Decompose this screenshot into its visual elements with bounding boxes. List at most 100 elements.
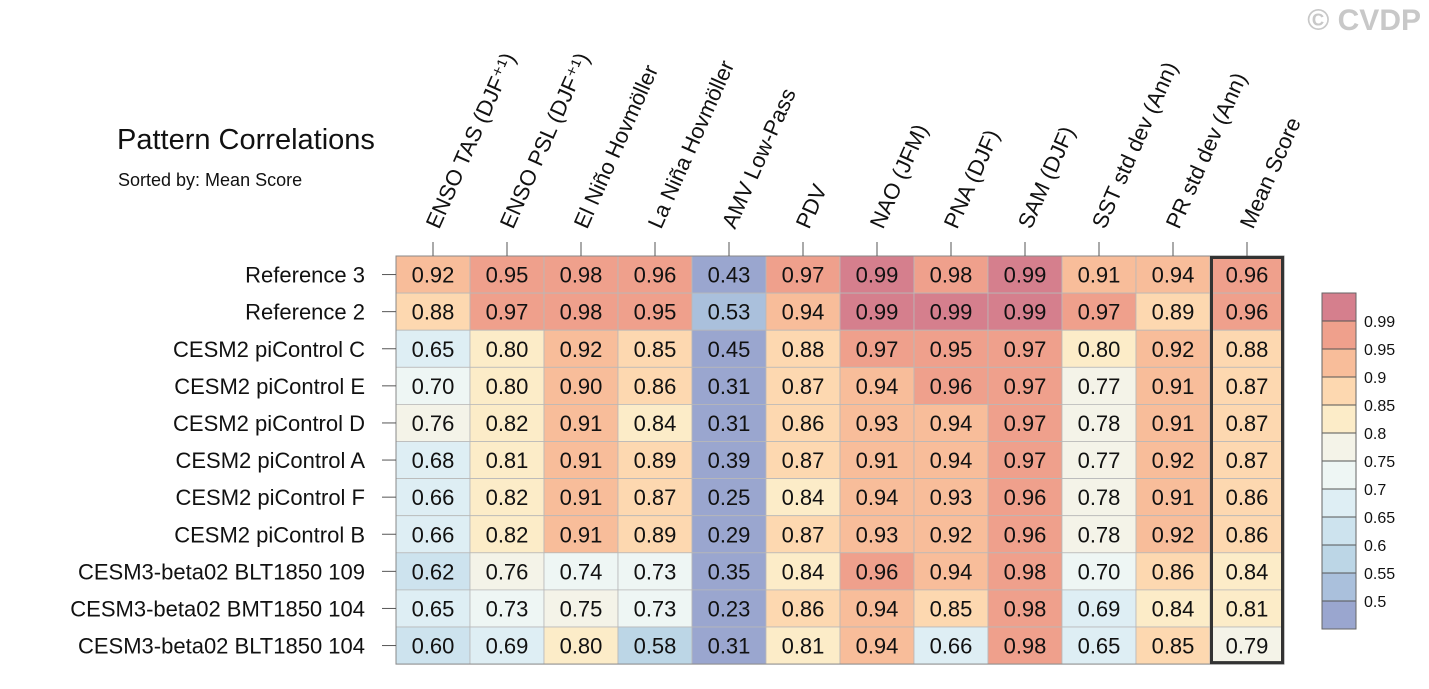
heatmap-cell [913, 255, 989, 294]
cell-value-label: 0.92 [560, 337, 603, 362]
column-label: SAM (DJF) [1013, 123, 1080, 233]
heatmap-cell [1135, 441, 1211, 479]
heatmap-cell [765, 292, 841, 331]
heatmap-cell [691, 589, 767, 628]
heatmap-cell [1061, 589, 1137, 628]
heatmap-cell [765, 366, 841, 405]
cell-value-label: 0.81 [486, 448, 529, 473]
colorbar-label: 0.55 [1364, 566, 1395, 583]
cell-value-label: 0.87 [1226, 448, 1269, 473]
cell-value-label: 0.60 [412, 634, 455, 659]
heatmap-cell [839, 441, 915, 479]
heatmap-cell [1135, 403, 1211, 442]
colorbar-border [1321, 292, 1357, 630]
cell-value-label: 0.99 [1004, 263, 1047, 288]
cell-value-label: 0.86 [1152, 559, 1195, 584]
cell-value-label: 0.76 [486, 559, 529, 584]
cell-value-label: 0.92 [1152, 337, 1195, 362]
cell-value-label: 0.62 [412, 559, 455, 584]
cell-value-label: 0.82 [486, 522, 529, 547]
cell-value-label: 0.91 [560, 485, 603, 510]
cell-value-label: 0.92 [412, 263, 455, 288]
cell-value-label: 0.94 [856, 485, 899, 510]
cell-value-label: 0.95 [930, 337, 973, 362]
heatmap-cell [1061, 478, 1137, 517]
heatmap-cell [913, 515, 989, 554]
cell-value-label: 0.84 [782, 559, 825, 584]
cell-value-label: 0.70 [1078, 559, 1121, 584]
heatmap-cell [469, 626, 545, 665]
cell-value-label: 0.85 [1152, 634, 1195, 659]
cell-value-label: 0.70 [412, 374, 455, 399]
cell-value-label: 0.97 [1004, 448, 1047, 473]
heatmap-cell [543, 626, 619, 665]
colorbar-label: 0.7 [1364, 482, 1386, 499]
cell-value-label: 0.87 [782, 374, 825, 399]
row-label: CESM2 piControl F [175, 485, 365, 510]
heatmap-cell [543, 329, 619, 368]
colorbar-label: 0.85 [1364, 398, 1395, 415]
cell-value-label: 0.87 [1226, 374, 1269, 399]
heatmap-cell [1209, 329, 1285, 368]
heatmap-cell [1135, 478, 1211, 517]
heatmap-cell [691, 292, 767, 331]
cell-value-label: 0.31 [708, 411, 751, 436]
cell-value-label: 0.88 [412, 300, 455, 325]
cell-value-label: 0.77 [1078, 448, 1121, 473]
cell-value-label: 0.93 [856, 411, 899, 436]
cell-value-label: 0.90 [560, 374, 603, 399]
cell-value-label: 0.94 [1152, 263, 1195, 288]
cell-value-label: 0.98 [560, 263, 603, 288]
heatmap-cell [839, 366, 915, 405]
heatmap-cell [543, 366, 619, 405]
cell-value-label: 0.98 [1004, 596, 1047, 621]
cell-value-label: 0.91 [856, 448, 899, 473]
cell-value-label: 0.84 [1152, 596, 1195, 621]
cell-value-label: 0.91 [560, 522, 603, 547]
colorbar-label: 0.99 [1364, 314, 1395, 331]
heatmap-cell [691, 366, 767, 405]
colorbar-segment [1322, 545, 1356, 573]
cell-value-label: 0.92 [1152, 448, 1195, 473]
heatmap-cell [1061, 366, 1137, 405]
heatmap-cell [691, 441, 767, 479]
column-label: Mean Score [1235, 113, 1306, 232]
heatmap-cell [395, 441, 471, 479]
cell-value-label: 0.96 [1004, 522, 1047, 547]
cell-value-label: 0.58 [634, 634, 677, 659]
row-label: CESM2 piControl D [173, 411, 365, 436]
cell-value-label: 0.86 [1226, 522, 1269, 547]
cell-value-label: 0.98 [1004, 634, 1047, 659]
heatmap-cell [1061, 515, 1137, 554]
heatmap-cell [987, 292, 1063, 331]
heatmap-cell [395, 403, 471, 442]
heatmap-cell [617, 441, 693, 479]
cell-value-label: 0.98 [560, 300, 603, 325]
cell-value-label: 0.88 [1226, 337, 1269, 362]
heatmap-cell [987, 626, 1063, 665]
cell-value-label: 0.79 [1226, 634, 1269, 659]
cell-value-label: 0.96 [856, 559, 899, 584]
heatmap-cell [1209, 403, 1285, 442]
heatmap-cell [395, 329, 471, 368]
chart-subtitle: Sorted by: Mean Score [118, 170, 303, 190]
cell-value-label: 0.80 [1078, 337, 1121, 362]
cell-value-label: 0.89 [634, 522, 677, 547]
cell-value-label: 0.80 [560, 634, 603, 659]
colorbar-segment [1322, 349, 1356, 377]
colorbar-segment [1322, 489, 1356, 517]
highlight-column-box [1210, 256, 1284, 665]
cell-value-label: 0.53 [708, 300, 751, 325]
colorbar-label: 0.9 [1364, 370, 1386, 387]
cell-value-label: 0.75 [560, 596, 603, 621]
cell-value-label: 0.97 [486, 300, 529, 325]
colorbar-segment [1322, 405, 1356, 433]
heatmap-cell [913, 626, 989, 665]
colorbar-label: 0.8 [1364, 426, 1386, 443]
heatmap-cell [469, 255, 545, 294]
row-label: CESM3-beta02 BLT1850 104 [78, 634, 365, 659]
heatmap-cell [617, 403, 693, 442]
heatmap-cell [469, 478, 545, 517]
colorbar-label: 0.95 [1364, 342, 1395, 359]
